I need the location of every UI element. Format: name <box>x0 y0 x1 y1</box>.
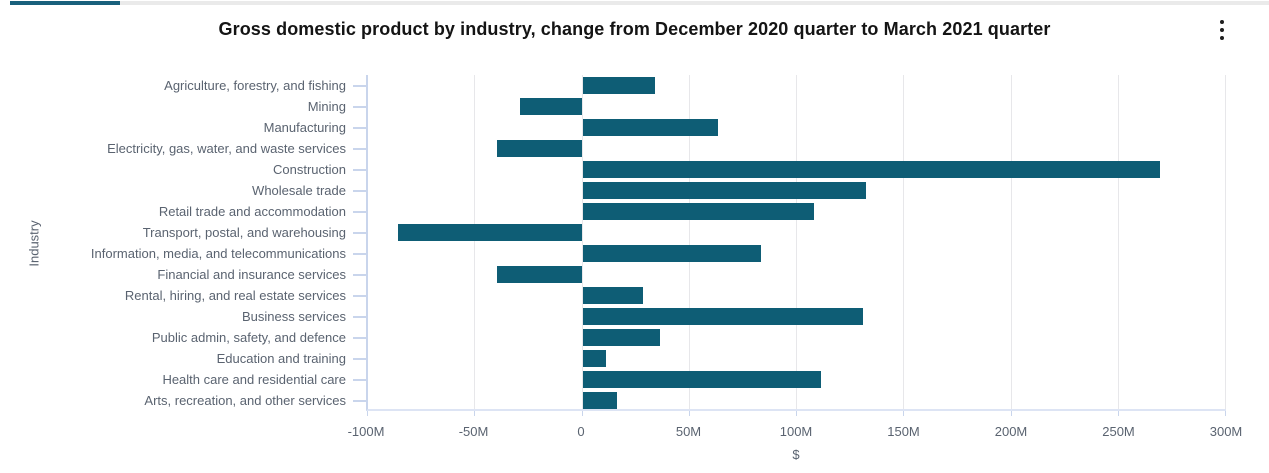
category-label: Transport, postal, and warehousing <box>142 225 346 240</box>
category-label: Business services <box>241 309 346 324</box>
category-label: Electricity, gas, water, and waste servi… <box>107 141 346 156</box>
y-tick-mark <box>353 336 366 339</box>
x-axis-tick-mark <box>1117 411 1119 416</box>
bar-transport-postal-and-warehousing[interactable] <box>398 224 583 241</box>
y-tick-mark <box>353 252 366 255</box>
x-axis-tick-mark <box>796 411 797 416</box>
x-axis-tick-mark <box>1010 411 1012 416</box>
top-scrollbar[interactable] <box>10 1 1269 5</box>
bar-manufacturing[interactable] <box>582 119 718 136</box>
kebab-menu-icon <box>1220 28 1224 32</box>
category-label: Retail trade and accommodation <box>158 204 346 219</box>
gridline-150M <box>903 75 905 409</box>
y-tick-mark <box>353 378 366 381</box>
x-tick-label: 250M <box>1102 424 1135 439</box>
x-axis-labels: -100M -50M 0 50M 100M 150M 200M 250M 300M <box>348 424 1243 442</box>
y-tick-mark <box>353 294 366 297</box>
bar-electricity-gas-water-and-waste-services[interactable] <box>496 140 583 157</box>
bar-mining[interactable] <box>520 98 583 115</box>
bar-business-services[interactable] <box>582 308 864 325</box>
category-label: Agriculture, forestry, and fishing <box>164 78 346 93</box>
gridline-200M <box>1010 75 1012 409</box>
x-tick-label: 200M <box>994 424 1028 439</box>
kebab-menu-icon <box>1220 36 1224 40</box>
category-label: Financial and insurance services <box>157 267 346 282</box>
x-axis-tick-mark <box>688 411 690 416</box>
x-tick-label: -50M <box>458 424 489 439</box>
category-label: Mining <box>307 99 346 114</box>
more-options-button[interactable] <box>1206 15 1238 45</box>
y-tick-mark <box>353 105 366 108</box>
category-label: Construction <box>273 162 346 177</box>
x-tick-label: 100M <box>779 424 813 439</box>
bar-rental-hiring-and-real-estate-services[interactable] <box>582 287 643 304</box>
category-label: Rental, hiring, and real estate services <box>124 288 346 303</box>
bar-information-media-and-telecommunications[interactable] <box>582 245 761 262</box>
gridline--50M <box>474 75 476 409</box>
bar-retail-trade-and-accommodation[interactable] <box>582 203 815 220</box>
gridline-0 <box>581 75 583 409</box>
bar-agriculture-forestry-and-fishing[interactable] <box>582 77 656 94</box>
x-axis-tick-mark <box>903 411 905 416</box>
plot-area <box>366 75 1226 416</box>
y-tick-mark <box>353 357 366 360</box>
y-tick-mark <box>353 399 366 402</box>
x-tick-label: 150M <box>887 424 920 439</box>
gridline-50M <box>688 75 690 409</box>
y-tick-mark <box>353 210 366 213</box>
category-label: Education and training <box>216 351 346 366</box>
x-tick-label: 0 <box>577 424 585 439</box>
gridline-250M <box>1117 75 1119 409</box>
category-label: Arts, recreation, and other services <box>144 393 346 408</box>
category-label: Health care and residential care <box>162 372 346 387</box>
x-axis-title: $ <box>792 447 800 462</box>
y-tick-mark <box>353 168 366 171</box>
y-axis-ticks <box>353 75 366 411</box>
bar-arts-recreation-and-other-services[interactable] <box>582 392 617 409</box>
y-tick-mark <box>353 189 366 192</box>
bar-financial-and-insurance-services[interactable] <box>496 266 583 283</box>
bar-education-and-training[interactable] <box>582 350 607 367</box>
x-axis-tick-mark <box>581 411 583 416</box>
y-tick-mark <box>353 315 366 318</box>
y-tick-mark <box>353 231 366 234</box>
x-tick-label: 50M <box>675 424 702 439</box>
category-label: Manufacturing <box>263 120 346 135</box>
x-axis-tick-mark <box>367 411 368 416</box>
scrollbar-thumb[interactable] <box>10 1 121 5</box>
x-tick-label: 300M <box>1209 424 1243 439</box>
gridline-100M <box>796 75 797 409</box>
category-label: Public admin, safety, and defence <box>151 330 346 345</box>
y-tick-mark <box>353 84 366 87</box>
category-label: Wholesale trade <box>252 183 346 198</box>
x-axis-tick-mark <box>474 411 476 416</box>
bar-construction[interactable] <box>582 161 1160 178</box>
category-label: Information, media, and telecommunicatio… <box>90 246 346 261</box>
y-tick-mark <box>353 273 366 276</box>
y-tick-mark <box>353 147 366 150</box>
x-tick-label: -100M <box>347 424 385 439</box>
bar-health-care-and-residential-care[interactable] <box>582 371 821 388</box>
bar-public-admin-safety-and-defence[interactable] <box>582 329 660 346</box>
y-axis-labels: Agriculture, forestry, and fishing Mining… <box>0 75 346 411</box>
bar-wholesale-trade[interactable] <box>582 182 866 199</box>
gridline-300M <box>1225 75 1226 409</box>
kebab-menu-icon <box>1220 20 1224 24</box>
y-tick-mark <box>353 126 366 129</box>
x-axis-tick-mark <box>1225 411 1226 416</box>
chart-title: Gross domestic product by industry, chan… <box>218 19 1051 39</box>
